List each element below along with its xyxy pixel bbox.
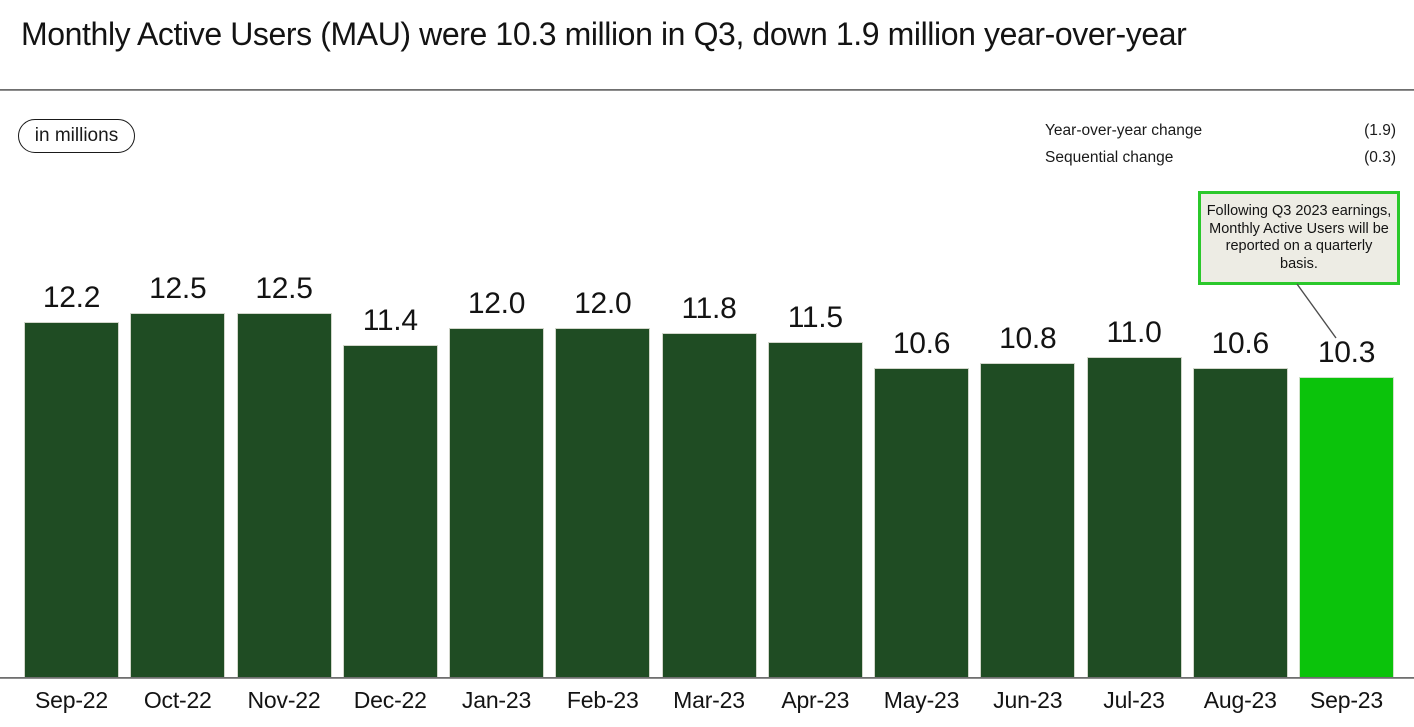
- unit-badge: in millions: [18, 119, 135, 153]
- x-axis-label: Aug-23: [1203, 687, 1277, 713]
- bar: [130, 313, 226, 677]
- x-axis-label: Apr-23: [781, 687, 850, 713]
- bar-value-label: 10.8: [999, 321, 1057, 355]
- bar: [236, 313, 332, 677]
- yoy-change-row: Year-over-year change (1.9): [1045, 121, 1396, 141]
- x-axis-label: Jun-23: [993, 687, 1063, 713]
- bar: [767, 342, 863, 677]
- x-axis-label: Sep-22: [35, 687, 108, 713]
- unit-badge-label: in millions: [34, 125, 119, 146]
- bar-value-label: 10.6: [892, 327, 951, 361]
- bar-value-label: 12.2: [42, 280, 101, 314]
- x-axis-label: Jul-23: [1103, 687, 1165, 713]
- bar: [1086, 356, 1182, 677]
- bar-value-label: 11.0: [1106, 315, 1162, 349]
- bar-value-label: 12.0: [467, 286, 526, 320]
- x-axis-label: Nov-22: [247, 687, 321, 713]
- bar: [555, 327, 651, 677]
- x-axis-line: [0, 677, 1414, 679]
- bar-value-label: 10.6: [1211, 327, 1270, 361]
- change-stats: Year-over-year change (1.9) Sequential c…: [1045, 121, 1396, 168]
- annotation-text: Following Q3 2023 earnings, Monthly Acti…: [1206, 203, 1392, 272]
- x-axis-label: May-23: [883, 687, 960, 713]
- bar-value-label: 11.5: [787, 301, 843, 335]
- bar-highlighted: [1299, 377, 1394, 677]
- page-title: Monthly Active Users (MAU) were 10.3 mil…: [21, 16, 1187, 52]
- x-axis-label: Oct-22: [143, 687, 212, 713]
- bar: [24, 321, 119, 677]
- bar: [1192, 368, 1288, 677]
- title-divider: [0, 89, 1414, 91]
- sequential-change-label: Sequential change: [1045, 149, 1174, 166]
- bar-value-label: 10.3: [1317, 336, 1376, 370]
- bar-value-label: 12.5: [149, 272, 207, 305]
- x-axis-label: Sep-23: [1310, 687, 1383, 713]
- bar: [980, 362, 1076, 677]
- bar: [661, 333, 757, 677]
- bar-value-label: 11.4: [362, 304, 418, 338]
- bar-value-label: 11.8: [681, 292, 737, 326]
- bar: [342, 345, 438, 677]
- bar-value-label: 12.0: [574, 286, 632, 320]
- yoy-change-value: (1.9): [1364, 122, 1396, 139]
- sequential-change-value: (0.3): [1364, 149, 1396, 166]
- annotation-callout: Following Q3 2023 earnings, Monthly Acti…: [1198, 191, 1400, 285]
- x-axis-label: Mar-23: [673, 687, 745, 713]
- bar: [449, 327, 544, 677]
- sequential-change-row: Sequential change (0.3): [1045, 148, 1396, 168]
- x-axis-label: Jan-23: [461, 687, 532, 713]
- x-axis-label: Dec-22: [353, 687, 427, 713]
- bar-value-label: 12.5: [255, 272, 313, 305]
- x-axis-label: Feb-23: [566, 687, 639, 713]
- yoy-change-label: Year-over-year change: [1045, 122, 1203, 139]
- bar: [874, 368, 969, 677]
